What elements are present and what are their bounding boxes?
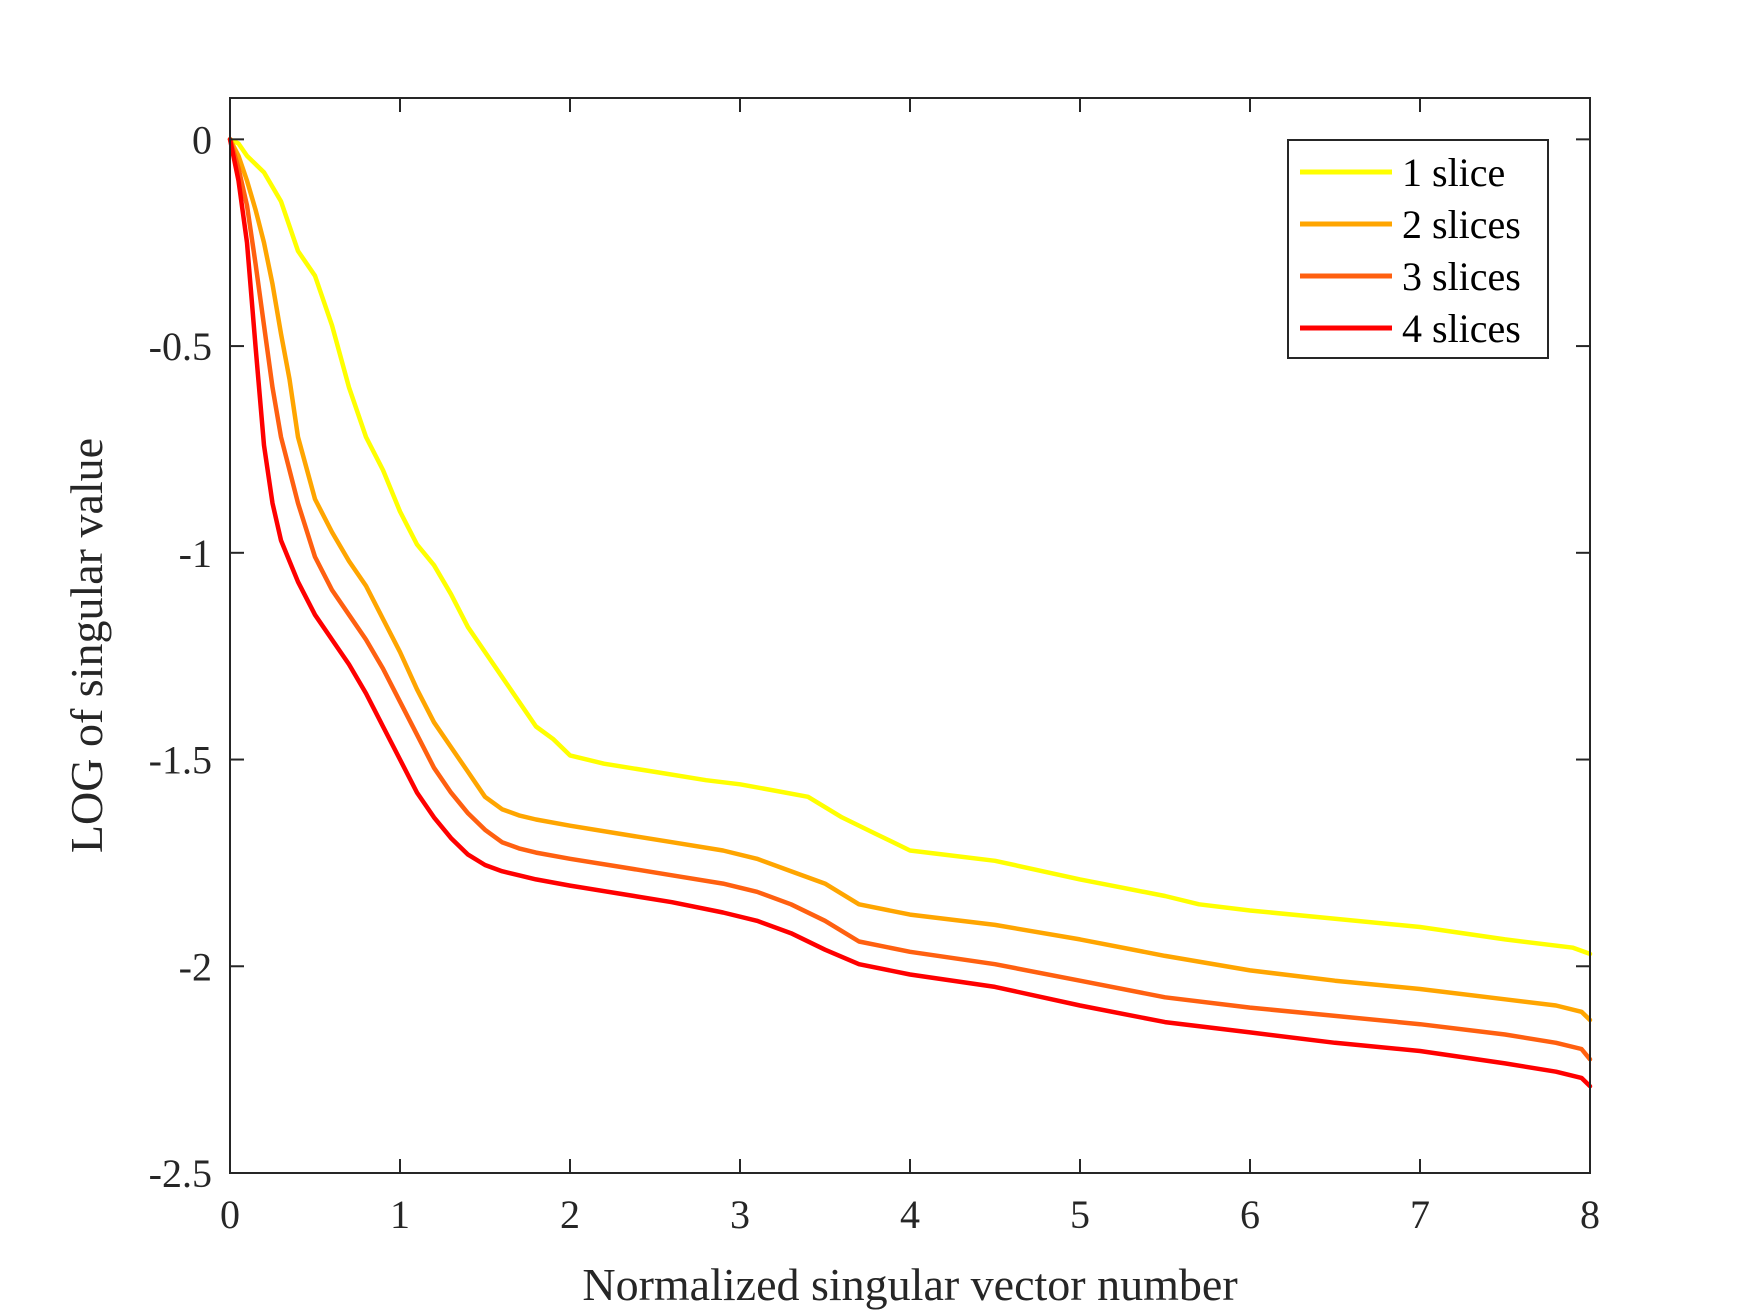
x-tick-label-8: 8 xyxy=(1580,1192,1600,1237)
x-tick-label-2: 2 xyxy=(560,1192,580,1237)
series-layer xyxy=(227,137,1593,1089)
series-line-3 xyxy=(227,137,1593,1062)
x-tick-label-3: 3 xyxy=(730,1192,750,1237)
series-line-2 xyxy=(227,137,1593,1023)
y-tick-label-4: -2 xyxy=(179,944,212,989)
y-tick-label-1: -0.5 xyxy=(149,324,212,369)
y-axis-tick-labels: 0 -0.5 -1 -1.5 -2 -2.5 xyxy=(149,117,212,1196)
legend-label-3: 3 slices xyxy=(1402,254,1521,299)
series-line-1 xyxy=(227,137,1593,957)
y-tick-label-5: -2.5 xyxy=(149,1151,212,1196)
legend-label-4: 4 slices xyxy=(1402,306,1521,351)
legend-label-2: 2 slices xyxy=(1402,202,1521,247)
x-tick-label-4: 4 xyxy=(900,1192,920,1237)
axis-ticks xyxy=(229,98,1591,1174)
y-tick-label-2: -1 xyxy=(179,531,212,576)
series-line-4 xyxy=(227,137,1593,1089)
legend: 1 slice 2 slices 3 slices 4 slices xyxy=(1287,139,1549,359)
x-axis-title: Normalized singular vector number xyxy=(582,1259,1237,1310)
x-tick-label-6: 6 xyxy=(1240,1192,1260,1237)
x-tick-label-5: 5 xyxy=(1070,1192,1090,1237)
legend-label-1: 1 slice xyxy=(1402,150,1505,195)
y-tick-label-0: 0 xyxy=(192,117,212,162)
y-axis-title: LOG of singular value xyxy=(61,438,112,853)
x-tick-label-7: 7 xyxy=(1410,1192,1430,1237)
legend-box xyxy=(1287,139,1549,359)
x-tick-label-0: 0 xyxy=(220,1192,240,1237)
y-tick-label-3: -1.5 xyxy=(149,738,212,783)
x-axis-tick-labels: 0 1 2 3 4 5 6 7 8 xyxy=(220,1192,1600,1237)
x-tick-label-1: 1 xyxy=(390,1192,410,1237)
